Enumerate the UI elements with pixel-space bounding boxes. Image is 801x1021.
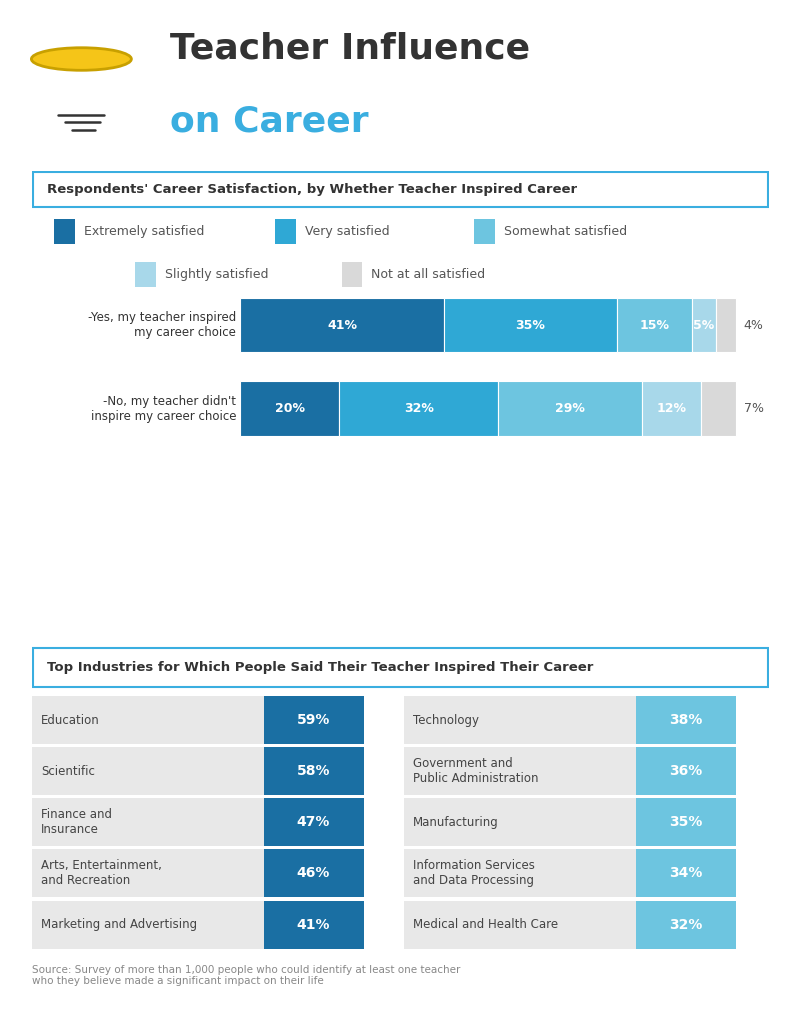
Text: Not at all satisfied: Not at all satisfied (371, 269, 485, 281)
FancyBboxPatch shape (33, 172, 768, 207)
Text: Source: Survey of more than 1,000 people who could identify at least one teacher: Source: Survey of more than 1,000 people… (32, 965, 461, 986)
Text: Top Industries for Which People Said Their Teacher Inspired Their Career: Top Industries for Which People Said The… (46, 662, 594, 674)
Text: 46%: 46% (297, 867, 330, 880)
FancyBboxPatch shape (33, 647, 768, 687)
FancyBboxPatch shape (32, 849, 264, 897)
FancyBboxPatch shape (32, 901, 264, 949)
Text: 47%: 47% (297, 816, 330, 829)
FancyBboxPatch shape (32, 798, 264, 846)
FancyBboxPatch shape (691, 298, 716, 352)
Text: Teacher Influence: Teacher Influence (170, 32, 530, 65)
Text: 15%: 15% (639, 319, 670, 332)
Circle shape (31, 48, 131, 70)
Text: Manufacturing: Manufacturing (413, 816, 499, 829)
Text: -No, my teacher didn't
inspire my career choice: -No, my teacher didn't inspire my career… (91, 394, 236, 423)
FancyBboxPatch shape (135, 262, 156, 287)
FancyBboxPatch shape (264, 696, 364, 744)
Text: Those who said a teacher had inspired their career were: Those who said a teacher had inspired th… (226, 489, 607, 502)
FancyBboxPatch shape (405, 747, 636, 795)
FancyBboxPatch shape (498, 382, 642, 436)
FancyBboxPatch shape (32, 696, 264, 744)
Text: Slightly satisfied: Slightly satisfied (165, 269, 268, 281)
Text: 32%: 32% (669, 918, 702, 931)
FancyBboxPatch shape (264, 849, 364, 897)
FancyBboxPatch shape (617, 298, 691, 352)
Text: 5%: 5% (694, 319, 714, 332)
FancyBboxPatch shape (405, 798, 636, 846)
Text: Respondents' Career Satisfaction, by Whether Teacher Inspired Career: Respondents' Career Satisfaction, by Whe… (46, 184, 577, 196)
FancyBboxPatch shape (240, 298, 444, 352)
Text: Medical and Health Care: Medical and Health Care (413, 918, 558, 931)
Text: 36%: 36% (669, 765, 702, 778)
FancyBboxPatch shape (405, 849, 636, 897)
Text: Those who said a teacher had inspired their career were also: Those who said a teacher had inspired th… (210, 566, 623, 579)
FancyBboxPatch shape (32, 747, 264, 795)
Text: Scientific: Scientific (41, 765, 95, 778)
Text: 59%: 59% (297, 714, 330, 727)
Text: 20%: 20% (275, 402, 305, 415)
Text: on Career: on Career (170, 104, 368, 139)
FancyBboxPatch shape (341, 262, 362, 287)
FancyBboxPatch shape (474, 220, 495, 244)
Text: Education: Education (41, 714, 99, 727)
Text: -Yes, my teacher inspired
my career choice: -Yes, my teacher inspired my career choi… (88, 311, 236, 339)
Text: Technology: Technology (413, 714, 479, 727)
Text: 12%: 12% (657, 402, 686, 415)
Text: more than
twice as likely to be extremely satisfied with their career (41%).: more than twice as likely to be extremel… (175, 512, 658, 539)
FancyBboxPatch shape (405, 696, 636, 744)
Text: Very satisfied: Very satisfied (304, 225, 389, 238)
FancyBboxPatch shape (240, 382, 340, 436)
FancyBboxPatch shape (264, 798, 364, 846)
Text: 35%: 35% (669, 816, 702, 829)
FancyBboxPatch shape (340, 382, 498, 436)
FancyBboxPatch shape (636, 901, 736, 949)
Text: Extremely satisfied: Extremely satisfied (83, 225, 204, 238)
Text: 38%: 38% (669, 714, 702, 727)
Text: 7%: 7% (743, 402, 763, 415)
FancyBboxPatch shape (636, 798, 736, 846)
FancyBboxPatch shape (276, 220, 296, 244)
Text: 35%: 35% (515, 319, 545, 332)
Text: Marketing and Advertising: Marketing and Advertising (41, 918, 197, 931)
Text: 4%: 4% (743, 319, 763, 332)
FancyBboxPatch shape (636, 849, 736, 897)
Text: 41%: 41% (297, 918, 330, 931)
FancyBboxPatch shape (636, 747, 736, 795)
Text: Arts, Entertainment,
and Recreation: Arts, Entertainment, and Recreation (41, 860, 162, 887)
Text: 41%: 41% (327, 319, 357, 332)
FancyBboxPatch shape (636, 696, 736, 744)
FancyBboxPatch shape (702, 382, 736, 436)
FancyBboxPatch shape (264, 747, 364, 795)
FancyBboxPatch shape (54, 220, 74, 244)
FancyBboxPatch shape (716, 298, 736, 352)
Text: Somewhat satisfied: Somewhat satisfied (504, 225, 627, 238)
Text: 58%: 58% (297, 765, 330, 778)
FancyBboxPatch shape (264, 901, 364, 949)
Text: Government and
Public Administration: Government and Public Administration (413, 758, 538, 785)
Text: 23 percentage
points more likely to work in a career related to their field of s: 23 percentage points more likely to work… (162, 593, 671, 621)
Text: 34%: 34% (669, 867, 702, 880)
FancyBboxPatch shape (642, 382, 702, 436)
FancyBboxPatch shape (405, 901, 636, 949)
Text: 29%: 29% (555, 402, 585, 415)
FancyBboxPatch shape (444, 298, 617, 352)
Text: Finance and
Insurance: Finance and Insurance (41, 809, 112, 836)
Text: 32%: 32% (404, 402, 434, 415)
Text: Information Services
and Data Processing: Information Services and Data Processing (413, 860, 535, 887)
